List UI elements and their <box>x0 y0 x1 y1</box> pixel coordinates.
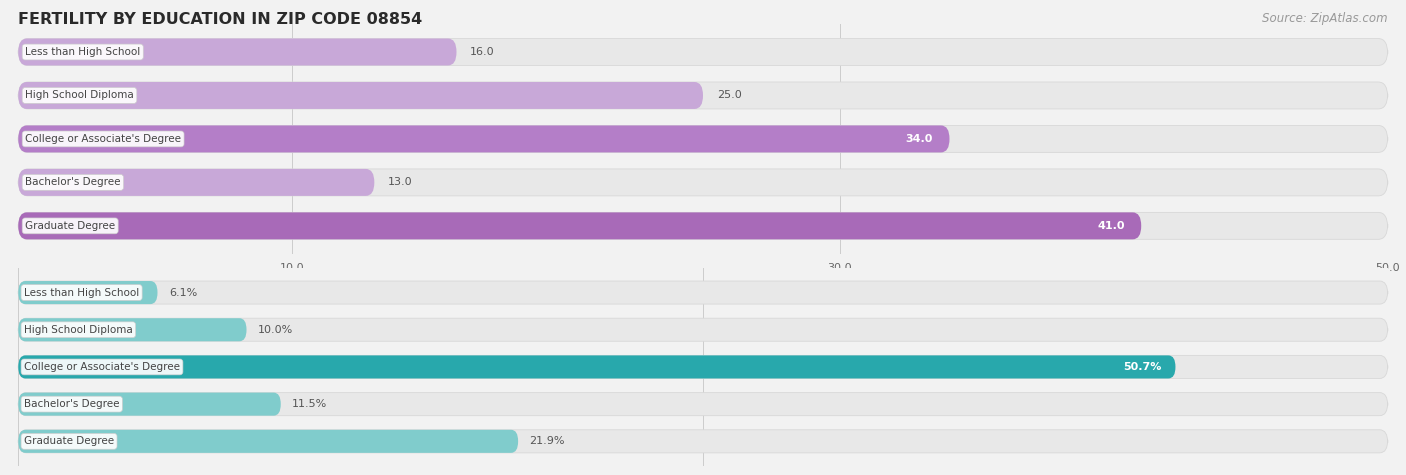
Text: Less than High School: Less than High School <box>25 47 141 57</box>
Text: 41.0: 41.0 <box>1097 221 1125 231</box>
Text: 34.0: 34.0 <box>905 134 934 144</box>
FancyBboxPatch shape <box>18 430 519 453</box>
Text: 16.0: 16.0 <box>470 47 495 57</box>
Text: FERTILITY BY EDUCATION IN ZIP CODE 08854: FERTILITY BY EDUCATION IN ZIP CODE 08854 <box>18 12 423 27</box>
FancyBboxPatch shape <box>18 38 457 66</box>
FancyBboxPatch shape <box>18 169 1388 196</box>
Text: College or Associate's Degree: College or Associate's Degree <box>25 134 181 144</box>
Text: 25.0: 25.0 <box>717 90 741 101</box>
FancyBboxPatch shape <box>18 281 1388 304</box>
Text: Less than High School: Less than High School <box>24 287 139 297</box>
FancyBboxPatch shape <box>18 38 1388 66</box>
Text: College or Associate's Degree: College or Associate's Degree <box>24 362 180 372</box>
FancyBboxPatch shape <box>18 393 1388 416</box>
Text: Bachelor's Degree: Bachelor's Degree <box>25 177 121 188</box>
Text: 11.5%: 11.5% <box>292 399 328 409</box>
FancyBboxPatch shape <box>18 318 1388 341</box>
FancyBboxPatch shape <box>18 318 246 341</box>
FancyBboxPatch shape <box>18 355 1175 379</box>
Text: Bachelor's Degree: Bachelor's Degree <box>24 399 120 409</box>
FancyBboxPatch shape <box>18 281 157 304</box>
FancyBboxPatch shape <box>18 430 1388 453</box>
FancyBboxPatch shape <box>18 212 1142 239</box>
FancyBboxPatch shape <box>18 82 1388 109</box>
Text: 13.0: 13.0 <box>388 177 412 188</box>
Text: Source: ZipAtlas.com: Source: ZipAtlas.com <box>1263 12 1388 25</box>
FancyBboxPatch shape <box>18 169 374 196</box>
Text: 21.9%: 21.9% <box>530 437 565 446</box>
Text: Graduate Degree: Graduate Degree <box>24 437 114 446</box>
FancyBboxPatch shape <box>18 125 1388 152</box>
FancyBboxPatch shape <box>18 125 949 152</box>
FancyBboxPatch shape <box>18 393 281 416</box>
Text: High School Diploma: High School Diploma <box>25 90 134 101</box>
Text: Graduate Degree: Graduate Degree <box>25 221 115 231</box>
Text: High School Diploma: High School Diploma <box>24 325 132 335</box>
FancyBboxPatch shape <box>18 212 1388 239</box>
Text: 10.0%: 10.0% <box>257 325 294 335</box>
Text: 50.7%: 50.7% <box>1123 362 1161 372</box>
FancyBboxPatch shape <box>18 355 1388 379</box>
Text: 6.1%: 6.1% <box>169 287 197 297</box>
FancyBboxPatch shape <box>18 82 703 109</box>
